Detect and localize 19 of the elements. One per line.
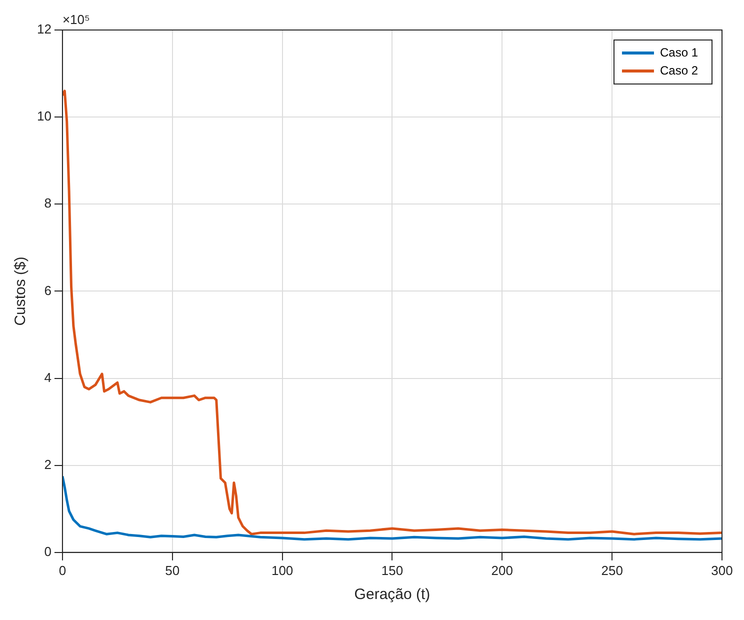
x-tick-label: 300 bbox=[711, 562, 733, 578]
y-tick-label: 0 bbox=[44, 544, 52, 559]
x-tick-label: 50 bbox=[165, 562, 180, 578]
x-tick-label: 200 bbox=[491, 562, 514, 578]
y-tick-label: 6 bbox=[44, 282, 52, 298]
legend-label: Caso 1 bbox=[660, 45, 698, 60]
y-tick-label: 10 bbox=[36, 108, 52, 124]
y-tick-label: 12 bbox=[36, 22, 52, 37]
y-tick-label: 2 bbox=[44, 456, 52, 472]
text: ×10⁵ bbox=[62, 12, 90, 28]
y-axis-title: Custos ($) bbox=[12, 256, 30, 326]
x-tick-label: 150 bbox=[381, 562, 404, 578]
x-axis-title: Geração (t) bbox=[354, 586, 430, 604]
x-tick-label: 250 bbox=[601, 562, 623, 578]
y-tick-label: 4 bbox=[44, 370, 52, 385]
legend-label: Caso 2 bbox=[660, 63, 698, 78]
x-tick-label: 100 bbox=[271, 562, 294, 578]
x-tick-label: 0 bbox=[58, 562, 66, 578]
y-tick-label: 8 bbox=[44, 196, 52, 211]
